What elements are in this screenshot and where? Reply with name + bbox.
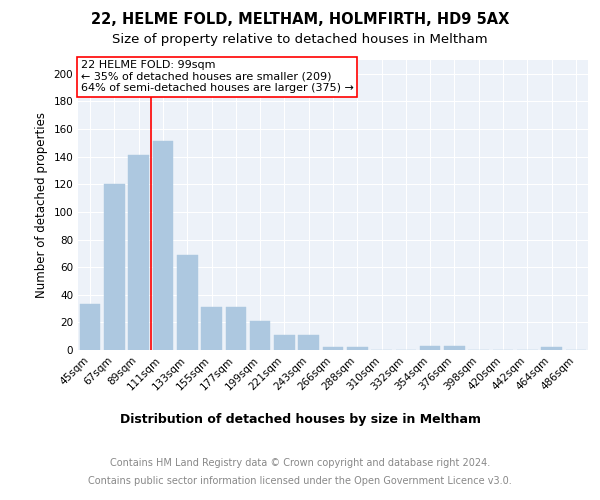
Bar: [444, 346, 465, 350]
Bar: [274, 335, 295, 350]
Bar: [80, 304, 100, 350]
Bar: [298, 335, 319, 350]
Text: 22 HELME FOLD: 99sqm
← 35% of detached houses are smaller (209)
64% of semi-deta: 22 HELME FOLD: 99sqm ← 35% of detached h…: [80, 60, 353, 93]
Bar: [226, 307, 246, 350]
Text: Contains HM Land Registry data © Crown copyright and database right 2024.: Contains HM Land Registry data © Crown c…: [110, 458, 490, 468]
Bar: [201, 307, 222, 350]
Text: 22, HELME FOLD, MELTHAM, HOLMFIRTH, HD9 5AX: 22, HELME FOLD, MELTHAM, HOLMFIRTH, HD9 …: [91, 12, 509, 28]
Y-axis label: Number of detached properties: Number of detached properties: [35, 112, 48, 298]
Bar: [250, 321, 271, 350]
Bar: [177, 254, 197, 350]
Bar: [347, 347, 368, 350]
Text: Distribution of detached houses by size in Meltham: Distribution of detached houses by size …: [119, 412, 481, 426]
Bar: [323, 347, 343, 350]
Text: Contains public sector information licensed under the Open Government Licence v3: Contains public sector information licen…: [88, 476, 512, 486]
Bar: [152, 142, 173, 350]
Bar: [541, 347, 562, 350]
Text: Size of property relative to detached houses in Meltham: Size of property relative to detached ho…: [112, 32, 488, 46]
Bar: [104, 184, 125, 350]
Bar: [128, 156, 149, 350]
Bar: [420, 346, 440, 350]
